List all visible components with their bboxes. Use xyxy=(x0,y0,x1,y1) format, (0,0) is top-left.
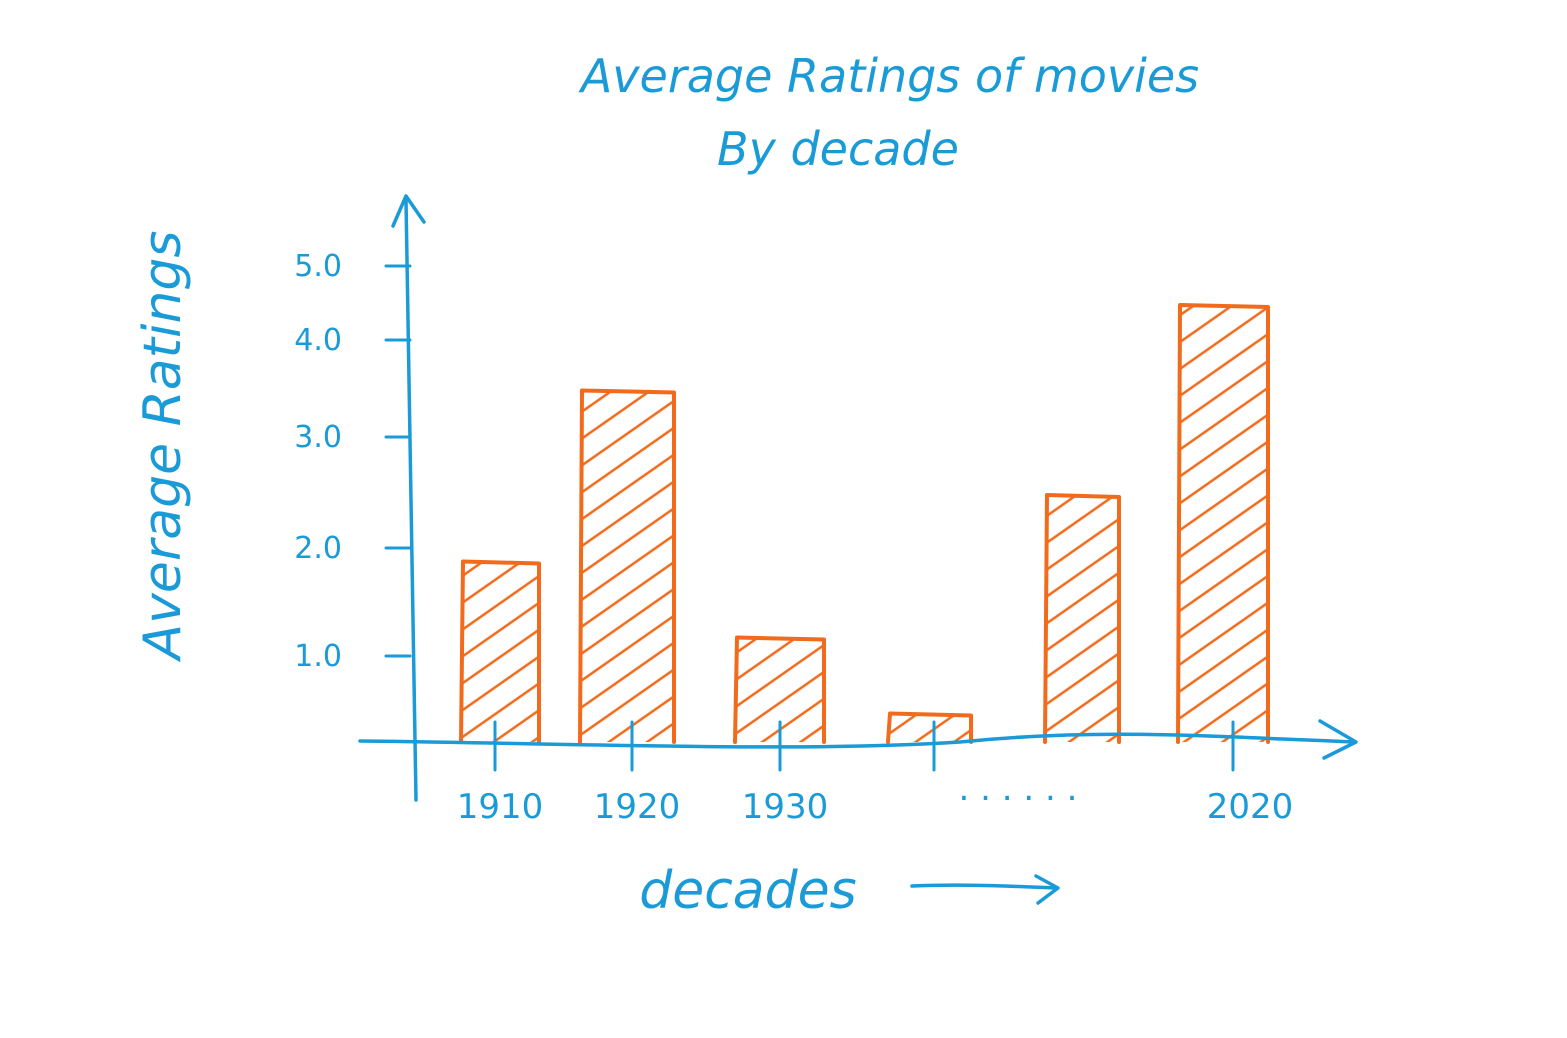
y-tick-label: 5.0 xyxy=(294,249,342,284)
y-tick-label: 2.0 xyxy=(294,531,342,566)
x-tick-label: 1930 xyxy=(742,787,829,827)
y-tick-label: 4.0 xyxy=(294,323,342,358)
bar-hatch-fill xyxy=(1045,495,1119,742)
x-tick-label: 1910 xyxy=(457,787,544,827)
chart-title-line1: Average Ratings of movies xyxy=(578,49,1199,103)
x-tick-ellipsis: . . . . . . xyxy=(959,769,1078,809)
bars-group xyxy=(459,303,1270,744)
x-axis-label-arrow xyxy=(910,874,1060,905)
y-axis-label: Average Ratings xyxy=(133,231,193,663)
bar xyxy=(733,635,826,744)
x-axis-label: decades xyxy=(639,861,857,921)
bar xyxy=(1043,493,1121,744)
bar-hatch-fill xyxy=(1178,305,1268,742)
bar-hatch-fill xyxy=(461,561,539,742)
bar xyxy=(886,711,973,744)
x-axis-arrow-head xyxy=(1318,719,1358,760)
chart-title-line2: By decade xyxy=(717,122,959,176)
bar-hatch-fill xyxy=(888,713,971,742)
y-tick-label: 1.0 xyxy=(294,639,342,674)
x-tick-label: 1920 xyxy=(594,787,681,827)
y-ticks-group: 1.0 2.0 3.0 4.0 5.0 xyxy=(294,249,412,674)
y-axis-arrow-head xyxy=(391,194,426,228)
bar xyxy=(578,388,676,744)
bar xyxy=(1176,303,1270,744)
bar-hatch-fill xyxy=(580,390,674,742)
y-tick-label: 3.0 xyxy=(294,420,342,455)
y-axis xyxy=(404,198,418,802)
bar xyxy=(459,559,541,744)
x-axis xyxy=(358,732,1357,749)
x-tick-label: 2020 xyxy=(1207,787,1294,827)
x-ticks-group: 1910 1920 1930 2020 xyxy=(457,720,1294,827)
